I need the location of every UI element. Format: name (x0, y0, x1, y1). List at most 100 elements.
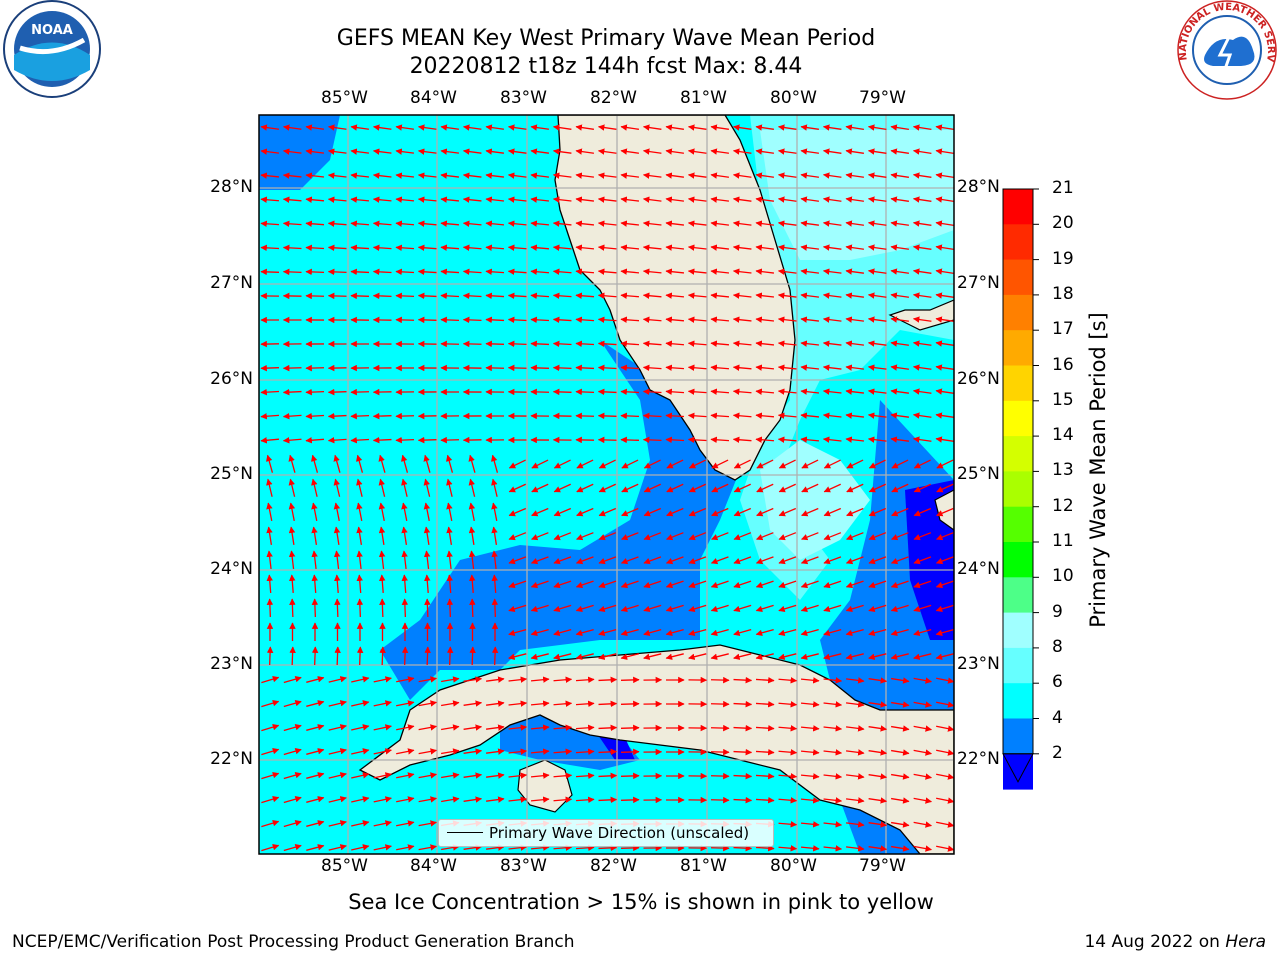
wave-arrow (868, 653, 887, 660)
wave-arrow (688, 604, 707, 613)
wave-arrow (306, 748, 325, 755)
wave-arrow (823, 701, 843, 708)
wave-arrow (597, 124, 617, 131)
wave-arrow (328, 676, 347, 683)
wave-arrow (283, 844, 302, 852)
wave-arrow (778, 532, 797, 541)
wave-arrow (755, 316, 775, 323)
wave-arrow (351, 820, 370, 827)
field-8-9s-straits (760, 440, 870, 560)
wave-arrow (288, 478, 296, 497)
wave-arrow (531, 483, 549, 493)
wave-arrow (491, 454, 499, 473)
wave-arrow (620, 604, 639, 613)
footer-date-text: 14 Aug 2022 on (1084, 932, 1226, 952)
wave-arrow (823, 821, 843, 828)
wave-arrow (688, 459, 706, 469)
wave-arrow (372, 220, 392, 227)
wave-arrow (552, 268, 572, 275)
wave-arrow (508, 459, 526, 469)
wave-arrow (597, 148, 617, 155)
wave-arrow (463, 772, 483, 779)
wave-arrow (756, 459, 774, 469)
wave-arrow (306, 724, 325, 731)
wave-arrow (732, 316, 752, 323)
wave-arrow (575, 244, 595, 251)
wave-arrow (755, 604, 774, 613)
wave-arrow (867, 388, 887, 395)
wave-arrow (395, 412, 415, 420)
lat-label-right: 28°N (957, 177, 1000, 197)
wave-arrow (288, 502, 296, 521)
wave-arrow (688, 556, 707, 565)
wave-arrow (418, 844, 437, 851)
wave-arrow (401, 646, 409, 666)
wave-arrow (423, 478, 431, 497)
wave-arrow (845, 172, 865, 179)
wave-arrow (867, 412, 887, 419)
wave-arrow (823, 773, 843, 780)
lon-label-bottom: 83°W (500, 856, 547, 876)
wave-arrow (643, 507, 662, 517)
wave-arrow (333, 478, 341, 497)
wave-arrow (311, 598, 319, 618)
wave-arrow (800, 292, 820, 299)
wave-arrow (306, 844, 325, 851)
wave-arrow (890, 292, 910, 299)
wave-arrow (446, 502, 453, 521)
wave-arrow (867, 148, 887, 155)
wave-arrow (890, 316, 910, 323)
wave-arrow (282, 196, 302, 203)
wave-arrow (327, 124, 347, 131)
wave-arrow (282, 220, 302, 228)
colorbar-segment (1003, 683, 1033, 719)
wave-arrow (756, 483, 774, 493)
wave-arrow (530, 268, 550, 275)
wave-arrow (913, 532, 932, 541)
wave-arrow (800, 701, 820, 708)
wave-arrow (423, 526, 431, 545)
wave-arrow (530, 772, 550, 779)
wave-arrow (687, 268, 707, 275)
wave-arrow (620, 676, 640, 684)
wave-arrow (351, 700, 370, 707)
wave-arrow (576, 507, 594, 517)
wave-arrow (351, 844, 370, 851)
colorbar-tick-label: 6 (1052, 672, 1063, 693)
footer-date: 14 Aug 2022 on Hera (1084, 932, 1266, 952)
wave-arrow (935, 388, 954, 395)
wave-arrow (463, 748, 483, 755)
wave-arrow (666, 532, 684, 541)
wave-arrow (755, 436, 775, 443)
wave-arrow (891, 797, 910, 804)
wave-arrow (508, 580, 527, 589)
wave-arrow (508, 772, 528, 779)
wave-arrow (912, 268, 932, 275)
wave-arrow (755, 412, 775, 419)
wave-arrow (755, 724, 775, 732)
wave-arrow (311, 502, 318, 521)
wave-arrow (552, 172, 572, 179)
wave-arrow (598, 748, 618, 756)
wave-arrow (822, 196, 842, 203)
wave-arrow (306, 796, 325, 803)
wave-arrow (666, 483, 684, 493)
colorbar-segment (1003, 647, 1033, 684)
wave-arrow (491, 646, 499, 666)
wave-arrow (688, 532, 707, 541)
wave-arrow (491, 478, 498, 497)
wave-arrow (620, 556, 639, 565)
wave-arrow (710, 340, 730, 347)
wave-arrow (845, 412, 865, 419)
wave-arrow (283, 820, 302, 828)
wave-arrow (867, 340, 887, 347)
wave-arrow (468, 502, 476, 521)
colorbar-segment (1003, 506, 1033, 543)
wave-arrow (891, 773, 910, 780)
wave-arrow (417, 172, 437, 179)
wave-arrow (356, 454, 364, 473)
wave-arrow (530, 724, 550, 731)
wave-arrow (552, 388, 572, 396)
wave-arrow (441, 676, 460, 683)
